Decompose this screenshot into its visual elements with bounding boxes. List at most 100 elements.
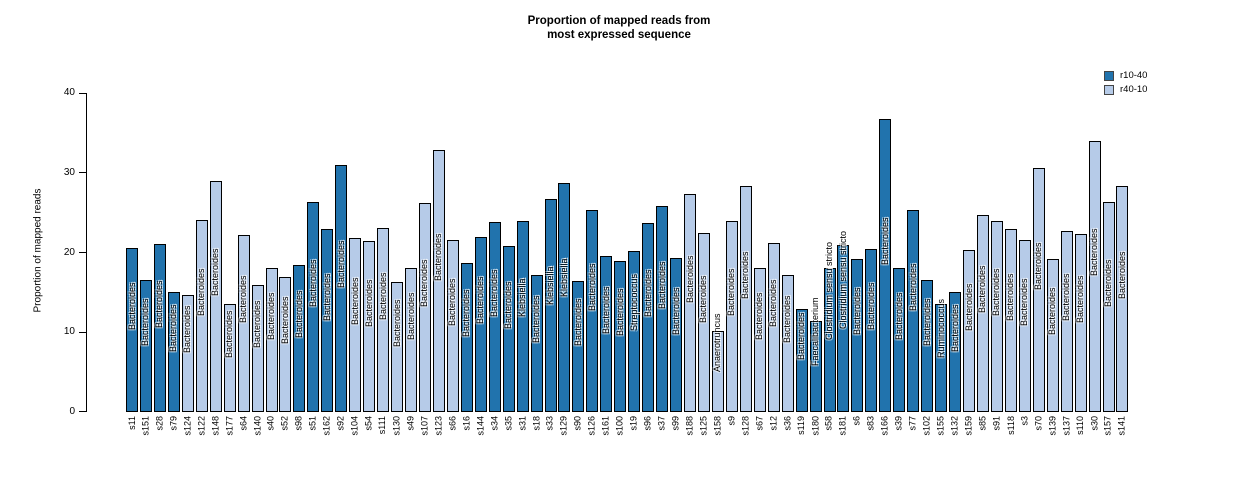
bar-s132 — [949, 292, 962, 412]
taxon-label-s123: Bacteroides — [433, 233, 444, 281]
bar-s141 — [1116, 186, 1129, 412]
x-tick-label-s140: s140 — [252, 416, 263, 436]
x-tick-label-s124: s124 — [182, 416, 193, 436]
taxon-label-s36: Bacteroides — [782, 295, 793, 344]
x-tick-label-s144: s144 — [475, 416, 486, 436]
bar-s85 — [976, 215, 989, 412]
x-tick-label-s125: s125 — [698, 416, 709, 436]
x-tick-label-s90: s90 — [572, 416, 583, 431]
bar-s77 — [907, 209, 920, 412]
bar-s158 — [711, 331, 724, 412]
x-tick-label-s139: s139 — [1047, 416, 1058, 436]
taxon-label-s132: Bacteroides — [949, 304, 960, 352]
taxon-label-s12: Bacteroides — [768, 279, 779, 328]
y-axis-line — [86, 93, 87, 412]
x-tick-label-s107: s107 — [419, 416, 430, 436]
taxon-label-s16: Bacteroides — [461, 289, 472, 338]
taxon-label-s188: Bacteroides — [684, 255, 695, 303]
x-tick-label-s128: s128 — [740, 416, 751, 436]
x-tick-label-s181: s181 — [837, 416, 848, 436]
bar-s128 — [739, 185, 752, 412]
bar-s104 — [349, 238, 362, 412]
x-tick-label-s92: s92 — [335, 416, 346, 431]
taxon-label-s19: Streptococcus — [628, 274, 639, 332]
x-tick-label-s148: s148 — [210, 416, 221, 436]
x-tick-label-s52: s52 — [279, 416, 290, 431]
x-tick-label-s85: s85 — [977, 416, 988, 431]
bar-s181 — [837, 245, 850, 412]
taxon-label-s119: Bacteroides — [796, 312, 807, 361]
x-tick-label-s126: s126 — [586, 416, 597, 436]
bar-s28 — [153, 243, 166, 412]
bar-s66 — [446, 239, 459, 412]
x-tick-label-s104: s104 — [349, 416, 360, 436]
x-tick-label-s132: s132 — [949, 416, 960, 436]
bar-s98 — [293, 265, 306, 412]
taxon-label-s110: Bacteroides — [1075, 275, 1086, 323]
x-tick-label-s66: s66 — [447, 416, 458, 431]
taxon-label-s34: Bacteroides — [489, 269, 500, 317]
x-tick-label-s166: s166 — [879, 416, 890, 436]
taxon-label-s124: Bacteroides — [182, 305, 193, 354]
taxon-label-s9: Bacteroides — [726, 268, 737, 317]
bar-s129 — [558, 183, 571, 412]
x-tick-label-s102: s102 — [921, 416, 932, 436]
taxon-label-s128: Bacteroides — [740, 251, 751, 299]
taxon-label-s99: Bacteroides — [670, 287, 681, 335]
taxon-label-s98: Bacteroides — [293, 290, 304, 339]
taxon-label-s177: Bacteroides — [224, 310, 235, 358]
x-tick-label-s158: s158 — [712, 416, 723, 436]
x-tick-label-s100: s100 — [614, 416, 625, 436]
bar-s11 — [126, 247, 138, 412]
taxon-label-s162: Bacteroides — [321, 273, 332, 321]
x-tick-label-s58: s58 — [824, 416, 834, 431]
x-tick-label-s18: s18 — [531, 416, 542, 431]
bar-s31 — [516, 221, 529, 412]
bar-s58 — [823, 267, 836, 412]
taxon-label-s54: Bacteroides — [363, 278, 374, 327]
bar-s125 — [697, 233, 710, 412]
y-tick-label: 10 — [63, 326, 75, 338]
taxon-label-s104: Bacteroides — [349, 277, 360, 325]
x-tick-label-s99: s99 — [670, 416, 681, 431]
bar-s162 — [321, 229, 334, 412]
legend-swatch-light — [1104, 85, 1114, 95]
bar-s36 — [781, 274, 794, 412]
x-tick-label-s31: s31 — [517, 416, 528, 431]
x-tick-label-s70: s70 — [1033, 416, 1044, 431]
x-tick-label-s177: s177 — [224, 416, 235, 436]
taxon-label-s139: Bacteroides — [1047, 287, 1058, 336]
taxon-label-s180: Faecalibacterium — [810, 297, 821, 367]
y-tick-label: 40 — [63, 87, 75, 99]
x-tick-label-s19: s19 — [628, 416, 639, 431]
legend-item-r40-10: r40-10 — [1104, 84, 1147, 96]
bar-s83 — [865, 248, 878, 412]
bar-s79 — [167, 292, 180, 412]
taxon-label-s30: Bacteroides — [1089, 228, 1100, 277]
y-tick-label: 20 — [63, 246, 75, 258]
taxon-label-s37: Bacteroides — [656, 261, 667, 309]
bar-s124 — [181, 294, 194, 412]
taxon-label-s28: Bacteroides — [154, 280, 165, 328]
bar-s51 — [307, 201, 320, 412]
bar-s90 — [572, 281, 585, 412]
x-tick-label-s98: s98 — [293, 416, 304, 431]
x-tick-label-s188: s188 — [684, 416, 695, 436]
taxon-label-s67: Bacteroides — [754, 292, 765, 340]
bar-s119 — [795, 309, 808, 412]
bar-s144 — [474, 236, 487, 412]
x-tick-label-s129: s129 — [558, 416, 569, 436]
bar-s140 — [251, 285, 264, 412]
taxon-label-s35: Bacteroides — [503, 281, 514, 329]
x-tick-label-s30: s30 — [1089, 416, 1100, 431]
taxon-label-s83: Bacteroides — [865, 282, 876, 331]
bar-s180 — [809, 320, 822, 412]
taxon-label-s157: Bacteroides — [1103, 259, 1113, 307]
taxon-label-s126: Bacteroides — [586, 263, 597, 311]
legend: r10-40 r40-10 — [1104, 70, 1147, 98]
x-tick-label-s161: s161 — [600, 416, 611, 436]
x-tick-label-s118: s118 — [1005, 416, 1016, 436]
x-tick-label-s49: s49 — [405, 416, 416, 431]
x-tick-label-s6: s6 — [851, 416, 862, 426]
